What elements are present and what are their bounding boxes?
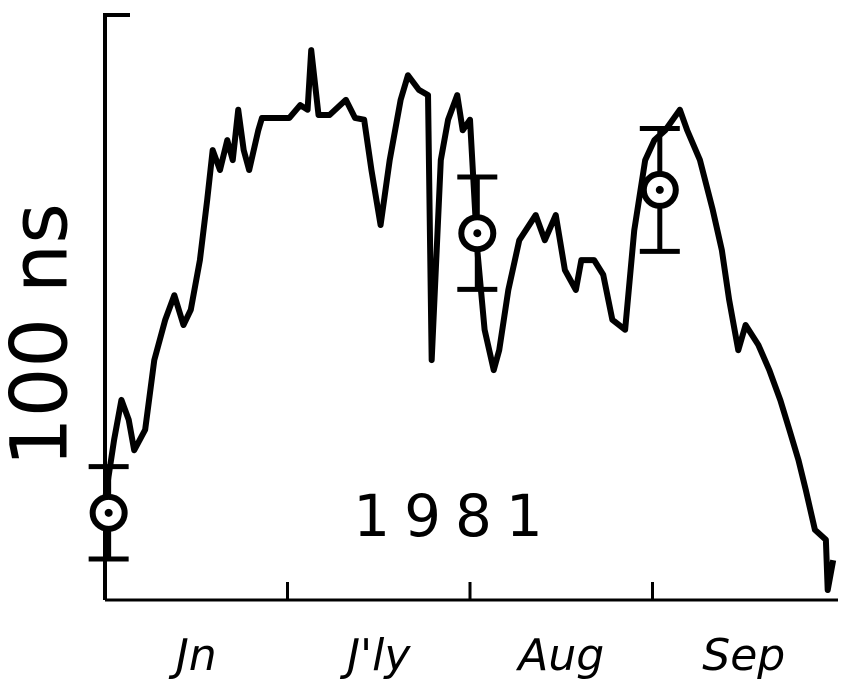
data-point-core: [473, 229, 481, 237]
y-axis-label: 100 ns: [0, 203, 85, 467]
x-tick-label: Sep: [702, 630, 785, 681]
x-tick-label: J'ly: [339, 630, 411, 681]
data-point-core: [105, 509, 113, 517]
chart: 100 ns 1981 Jn J'ly Aug Sep: [0, 0, 841, 700]
page: 100 ns 1981 JnJ'lyAugSep (() => { const …: [0, 0, 841, 700]
data-point-core: [656, 186, 664, 194]
x-tick-label: Aug: [515, 630, 604, 681]
x-tick-label: Jn: [168, 630, 217, 681]
annotation: 1981: [353, 482, 557, 550]
